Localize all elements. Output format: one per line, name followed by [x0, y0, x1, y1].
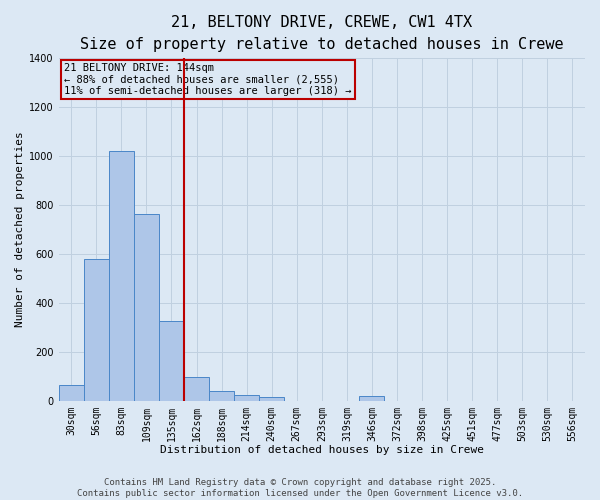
Title: 21, BELTONY DRIVE, CREWE, CW1 4TX
Size of property relative to detached houses i: 21, BELTONY DRIVE, CREWE, CW1 4TX Size o…	[80, 15, 563, 52]
Text: 21 BELTONY DRIVE: 144sqm
← 88% of detached houses are smaller (2,555)
11% of sem: 21 BELTONY DRIVE: 144sqm ← 88% of detach…	[64, 62, 352, 96]
Bar	[84, 258, 109, 400]
Bar	[359, 396, 385, 400]
Bar	[59, 385, 84, 400]
Y-axis label: Number of detached properties: Number of detached properties	[15, 132, 25, 327]
Text: Contains HM Land Registry data © Crown copyright and database right 2025.
Contai: Contains HM Land Registry data © Crown c…	[77, 478, 523, 498]
X-axis label: Distribution of detached houses by size in Crewe: Distribution of detached houses by size …	[160, 445, 484, 455]
Bar	[259, 397, 284, 400]
Bar	[159, 321, 184, 400]
Bar	[109, 150, 134, 400]
Bar	[134, 214, 159, 400]
Bar	[209, 391, 234, 400]
Bar	[234, 394, 259, 400]
Bar	[184, 378, 209, 400]
